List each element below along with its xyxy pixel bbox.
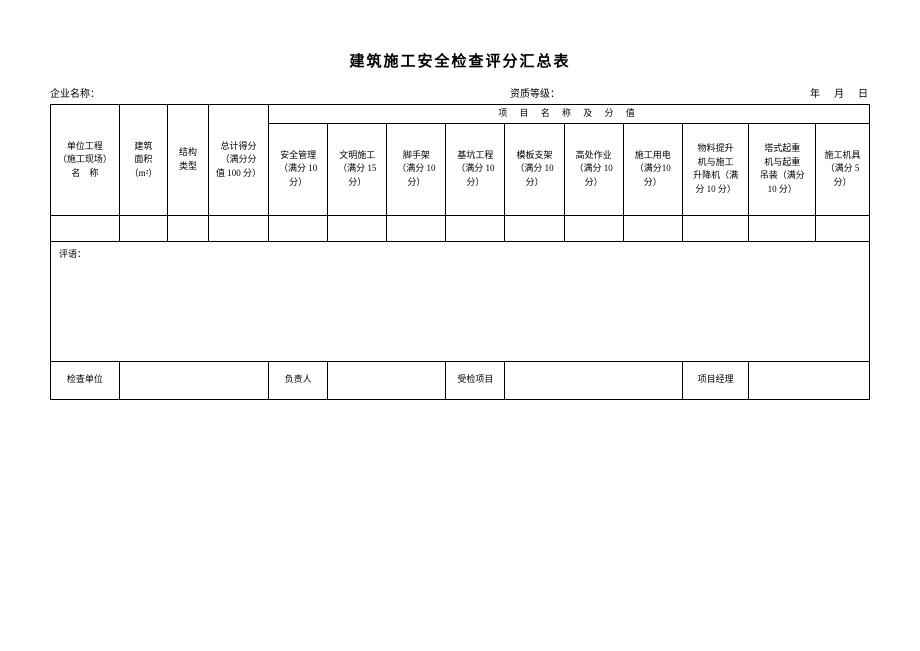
cell-empty <box>269 215 328 241</box>
table-data-row <box>51 215 870 241</box>
sig-manager-value <box>328 361 446 399</box>
qualification-label: 资质等级： <box>100 85 810 100</box>
page-title: 建筑施工安全检查评分汇总表 <box>50 50 870 71</box>
col-electricity: 施工用电（满分10分） <box>623 123 682 215</box>
sig-project-label: 受检项目 <box>446 361 505 399</box>
cell-empty <box>623 215 682 241</box>
cell-empty <box>749 215 816 241</box>
col-civil-construction: 文明施工（满分 15分） <box>328 123 387 215</box>
col-tower-crane: 塔式起重机与起重吊装（满分10 分） <box>749 123 816 215</box>
col-area: 建筑面积（m²） <box>119 105 167 216</box>
cell-empty <box>816 215 870 241</box>
document-page: 建筑施工安全检查评分汇总表 企业名称： 资质等级： 年 月 日 单位工程（施工现… <box>0 0 920 651</box>
sig-project-value <box>505 361 682 399</box>
sig-manager-label: 负责人 <box>269 361 328 399</box>
meta-row: 企业名称： 资质等级： 年 月 日 <box>50 85 870 100</box>
col-safety-mgmt: 安全管理（满分 10分） <box>269 123 328 215</box>
cell-empty <box>168 215 209 241</box>
sig-pm-value <box>749 361 870 399</box>
col-machinery: 施工机具（满分 5分） <box>816 123 870 215</box>
cell-empty <box>682 215 749 241</box>
cell-empty <box>208 215 268 241</box>
cell-empty <box>387 215 446 241</box>
comment-cell: 评语： <box>51 241 870 361</box>
cell-empty <box>328 215 387 241</box>
col-structure: 结构类型 <box>168 105 209 216</box>
col-formwork-support: 模板支架（满分 10分） <box>505 123 564 215</box>
col-foundation-pit: 基坑工程（满分 10分） <box>446 123 505 215</box>
summary-table: 单位工程（施工现场）名 称 建筑面积（m²） 结构类型 总计得分（满分分值 10… <box>50 104 870 400</box>
sig-pm-label: 项目经理 <box>682 361 749 399</box>
table-comment-row: 评语： <box>51 241 870 361</box>
col-project-name: 单位工程（施工现场）名 称 <box>51 105 120 216</box>
col-hoist: 物料提升机与施工升降机（满分 10 分） <box>682 123 749 215</box>
sig-check-unit-label: 检查单位 <box>51 361 120 399</box>
cell-empty <box>564 215 623 241</box>
cell-empty <box>119 215 167 241</box>
date-label: 年 月 日 <box>810 85 870 100</box>
table-signature-row: 检查单位 负责人 受检项目 项目经理 <box>51 361 870 399</box>
header-band: 项 目 名 称 及 分 值 <box>269 105 870 124</box>
col-total-score: 总计得分（满分分值 100 分） <box>208 105 268 216</box>
cell-empty <box>446 215 505 241</box>
col-scaffold: 脚手架（满分 10分） <box>387 123 446 215</box>
col-high-altitude: 高处作业（满分 10分） <box>564 123 623 215</box>
sig-check-unit-value <box>119 361 268 399</box>
cell-empty <box>505 215 564 241</box>
company-label: 企业名称： <box>50 85 100 100</box>
table-header-band-row: 单位工程（施工现场）名 称 建筑面积（m²） 结构类型 总计得分（满分分值 10… <box>51 105 870 124</box>
cell-empty <box>51 215 120 241</box>
